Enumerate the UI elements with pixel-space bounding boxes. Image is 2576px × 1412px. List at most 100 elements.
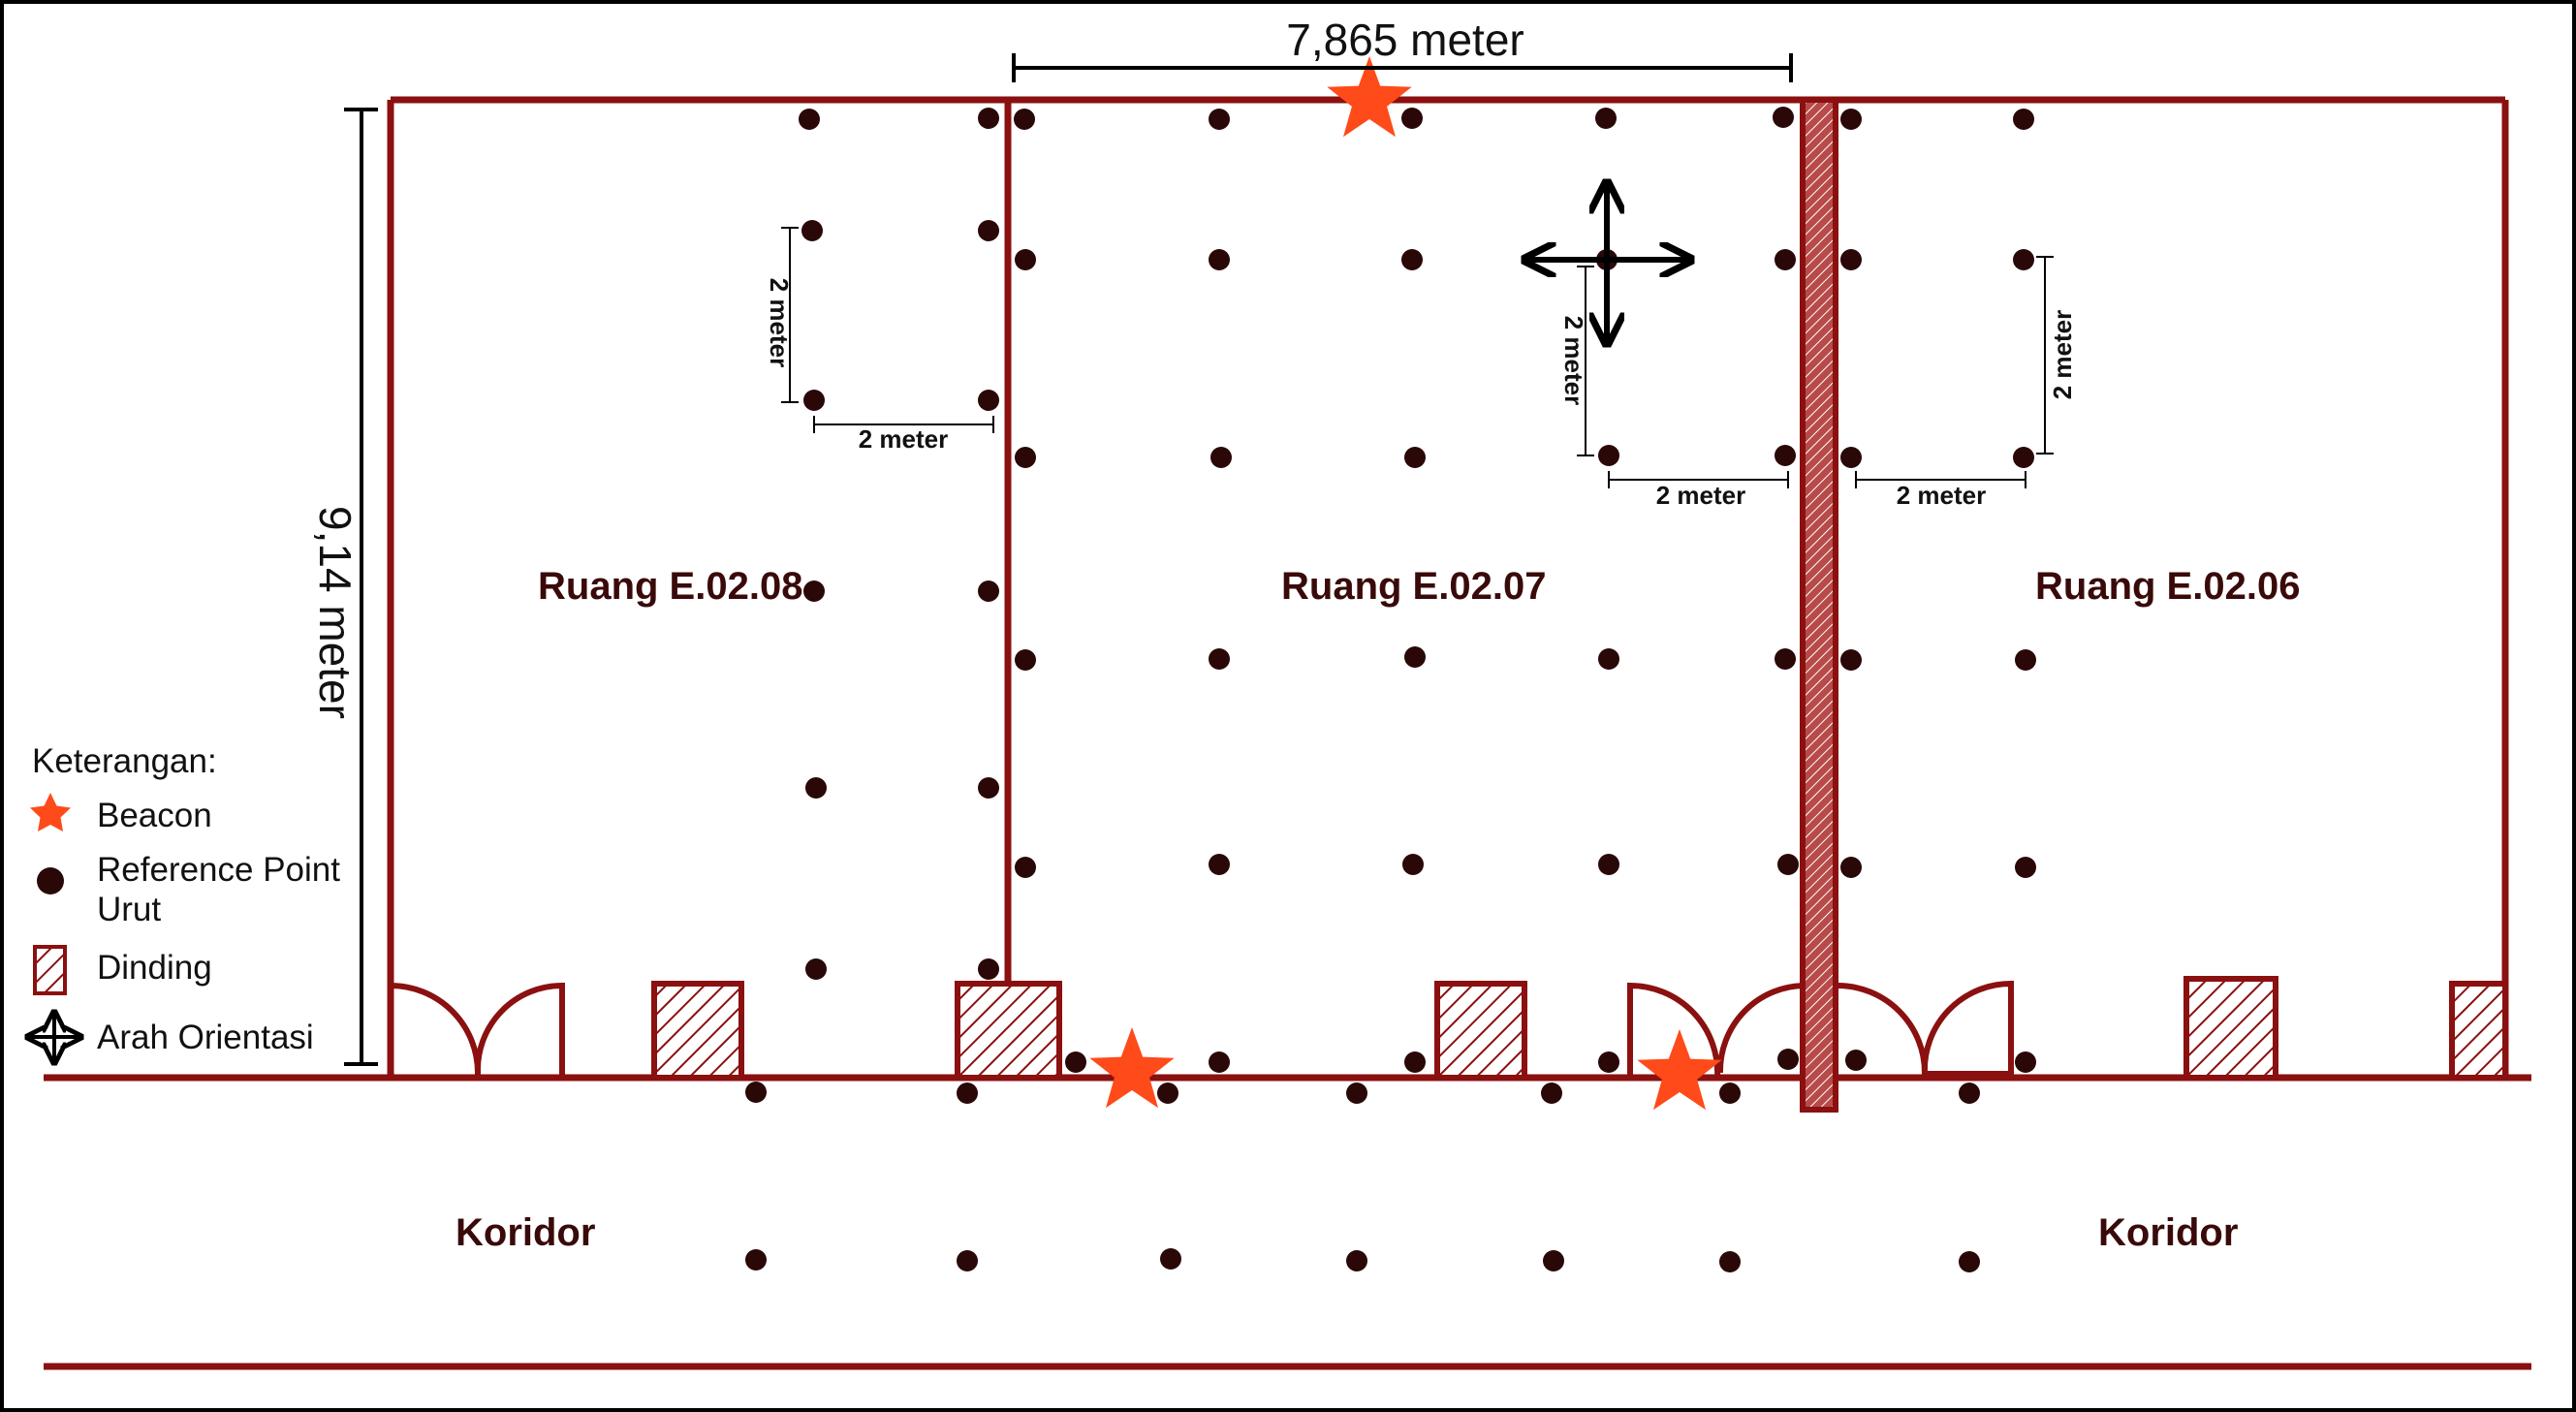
reference-point [1209, 854, 1230, 875]
reference-point [1065, 1051, 1086, 1073]
reference-point [1840, 249, 1862, 270]
door-mid-b [1716, 983, 1806, 1074]
room-label-e0206: Ruang E.02.06 [2035, 565, 2300, 608]
reference-point [1160, 1248, 1181, 1270]
reference-point [2015, 1051, 2036, 1073]
reference-point [799, 109, 820, 130]
beacons [1089, 56, 1722, 1111]
reference-point [1775, 648, 1796, 670]
reference-point [1401, 249, 1423, 270]
wall-column [1800, 97, 1838, 1113]
reference-point [1404, 646, 1426, 668]
reference-point [1598, 854, 1619, 875]
spacing-label-2: 2 meter [859, 424, 949, 454]
reference-point [2013, 249, 2034, 270]
doors [390, 980, 2014, 1081]
reference-point [1959, 1083, 1980, 1104]
reference-point [978, 108, 999, 129]
spacing-label-6: 2 meter [1897, 481, 1987, 510]
reference-point [1402, 854, 1424, 875]
beacon-star [1637, 1029, 1722, 1111]
legend-rp-line2: Urut [97, 891, 161, 928]
reference-point [1210, 447, 1232, 468]
corridor-label-left: Koridor [456, 1211, 595, 1254]
reference-point [978, 220, 999, 241]
reference-point [805, 777, 827, 799]
reference-point [803, 580, 825, 602]
reference-point [1404, 447, 1426, 468]
reference-point [2015, 649, 2036, 671]
reference-points [745, 107, 2036, 1272]
reference-point [1840, 447, 1862, 468]
reference-point [978, 580, 999, 602]
room-label-e0208: Ruang E.02.08 [538, 565, 802, 608]
reference-point [1719, 1083, 1741, 1104]
door-left-b [474, 982, 565, 1081]
reference-point [1775, 445, 1796, 466]
reference-point [1541, 1083, 1562, 1104]
reference-point [957, 1250, 978, 1271]
reference-point [1015, 649, 1036, 671]
beacon-star [1327, 56, 1412, 138]
reference-point [1840, 649, 1862, 671]
reference-point [1840, 109, 1862, 130]
corridor-label-right: Koridor [2098, 1211, 2238, 1254]
dot-icon [37, 867, 64, 894]
reference-point [1015, 447, 1036, 468]
spacing-label-5: 2 meter [2048, 310, 2077, 400]
reference-point [1595, 108, 1617, 129]
legend: Keterangan: Beacon Reference Point Urut … [27, 742, 340, 1063]
height-dimension [344, 108, 378, 1066]
reference-point [1775, 249, 1796, 270]
legend-rp-line1: Reference Point [97, 851, 340, 889]
spacing-label-1: 2 meter [765, 278, 794, 368]
reference-point [1014, 109, 1035, 130]
legend-wall: Dinding [97, 949, 212, 987]
reference-point [1840, 857, 1862, 878]
reference-point [1543, 1250, 1564, 1271]
hatched-square-icon [33, 945, 67, 995]
reference-point [801, 220, 823, 241]
reference-point [957, 1083, 978, 1104]
reference-point [1773, 107, 1794, 128]
reference-point [805, 958, 827, 980]
door-left-a [390, 983, 481, 1078]
reference-point [978, 390, 999, 411]
reference-point [1015, 857, 1036, 878]
reference-point [1209, 648, 1230, 670]
reference-point [1777, 854, 1799, 875]
beacon-star [1089, 1027, 1175, 1109]
reference-point [1719, 1251, 1741, 1272]
legend-title: Keterangan: [32, 742, 217, 780]
reference-point [1598, 1051, 1619, 1073]
door-right-b [1921, 980, 2014, 1077]
reference-point [1959, 1251, 1980, 1272]
reference-point [1401, 108, 1423, 129]
spacing-dimensions [781, 227, 2054, 488]
reference-point [1157, 1083, 1178, 1104]
reference-point [2013, 447, 2034, 468]
reference-point [1598, 445, 1619, 466]
orientation-arrows [1524, 182, 1691, 344]
four-way-arrow-icon [27, 1012, 81, 1063]
reference-point [1598, 648, 1619, 670]
reference-point [1404, 1051, 1426, 1073]
reference-point [1015, 249, 1036, 270]
wall-blocks [651, 976, 2508, 1081]
reference-point [978, 777, 999, 799]
building-walls [44, 96, 2531, 1370]
legend-beacon: Beacon [97, 797, 212, 834]
reference-point [803, 390, 825, 411]
reference-point [1845, 1050, 1867, 1071]
reference-point [2013, 109, 2034, 130]
reference-point [745, 1082, 767, 1103]
spacing-label-4: 2 meter [1656, 481, 1746, 510]
spacing-label-3: 2 meter [1559, 316, 1588, 406]
legend-orientation: Arah Orientasi [97, 1019, 314, 1056]
reference-point [1777, 1049, 1799, 1070]
width-dimension [1012, 53, 1793, 82]
star-icon [30, 793, 71, 832]
reference-point [978, 958, 999, 980]
